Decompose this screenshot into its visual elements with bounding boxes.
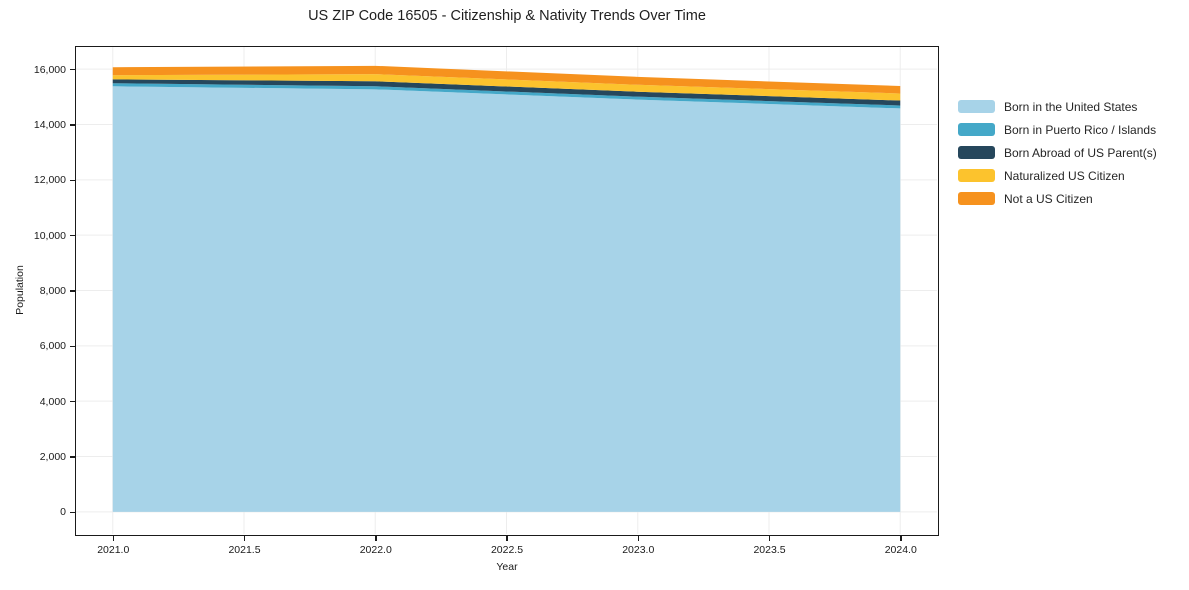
legend-item: Born in Puerto Rico / Islands bbox=[958, 122, 1157, 137]
x-tick-mark bbox=[375, 536, 377, 541]
legend-item: Born in the United States bbox=[958, 99, 1157, 114]
y-tick-mark bbox=[70, 456, 75, 458]
area-series-born-abroad-of-us-parent-s- bbox=[112, 79, 901, 106]
area-series-born-in-the-united-states bbox=[112, 86, 901, 512]
plot-area bbox=[75, 46, 939, 536]
y-tick-mark bbox=[70, 290, 75, 292]
area-series-not-a-us-citizen bbox=[112, 65, 901, 94]
x-tick-label: 2023.5 bbox=[753, 544, 786, 556]
x-tick-mark bbox=[243, 536, 246, 541]
y-tick-mark bbox=[70, 400, 75, 403]
legend-item: Naturalized US Citizen bbox=[958, 168, 1157, 183]
legend-swatch bbox=[958, 169, 995, 182]
y-tick-mark bbox=[70, 68, 75, 71]
x-tick-mark bbox=[900, 536, 902, 541]
legend-label: Born Abroad of US Parent(s) bbox=[1004, 145, 1157, 160]
area-series-born-in-puerto-rico-islands bbox=[112, 83, 901, 109]
x-tick-label: 2021.5 bbox=[228, 544, 261, 556]
x-tick-label: 2022.5 bbox=[490, 544, 524, 556]
y-tick-mark bbox=[70, 511, 75, 514]
x-tick-label: 2023.0 bbox=[622, 544, 655, 556]
y-tick-label: 16,000 bbox=[33, 63, 66, 76]
y-tick-label: 10,000 bbox=[33, 229, 66, 242]
x-tick-label: 2021.0 bbox=[97, 544, 130, 556]
legend-label: Naturalized US Citizen bbox=[1004, 168, 1125, 183]
legend-label: Born in Puerto Rico / Islands bbox=[1004, 122, 1157, 137]
legend: Born in the United States Born in Puerto … bbox=[958, 100, 1157, 215]
y-tick-mark bbox=[70, 124, 75, 126]
legend-label: Not a US Citizen bbox=[1004, 191, 1093, 206]
x-tick-mark bbox=[112, 536, 114, 541]
legend-swatch bbox=[958, 192, 995, 205]
area-series-canvas bbox=[76, 47, 937, 534]
x-tick-mark bbox=[506, 536, 508, 541]
x-tick-mark bbox=[768, 536, 771, 541]
legend-item: Not a US Citizen bbox=[958, 191, 1157, 206]
x-tick-label: 2022.0 bbox=[359, 544, 392, 556]
y-tick-label: 2,000 bbox=[39, 451, 66, 464]
y-tick-label: 8,000 bbox=[39, 285, 66, 297]
y-tick-label: 12,000 bbox=[33, 174, 66, 187]
legend-label: Born in the United States bbox=[1004, 99, 1138, 114]
y-tick-label: 4,000 bbox=[39, 395, 66, 408]
legend-swatch bbox=[958, 146, 995, 159]
x-axis-label: Year bbox=[496, 561, 518, 573]
y-tick-mark bbox=[70, 179, 75, 182]
area-series-naturalized-us-citizen bbox=[112, 74, 901, 101]
legend-swatch bbox=[958, 100, 995, 113]
chart-title: US ZIP Code 16505 - Citizenship & Nativi… bbox=[308, 8, 706, 24]
x-tick-label: 2024.0 bbox=[884, 544, 917, 556]
y-tick-mark bbox=[70, 345, 75, 348]
y-tick-label: 6,000 bbox=[39, 340, 66, 353]
legend-swatch bbox=[958, 123, 995, 136]
y-tick-label: 14,000 bbox=[33, 118, 66, 131]
y-tick-mark bbox=[70, 234, 75, 237]
legend-item: Born Abroad of US Parent(s) bbox=[958, 145, 1157, 160]
x-tick-mark bbox=[637, 536, 639, 541]
y-tick-label: 0 bbox=[60, 506, 66, 519]
